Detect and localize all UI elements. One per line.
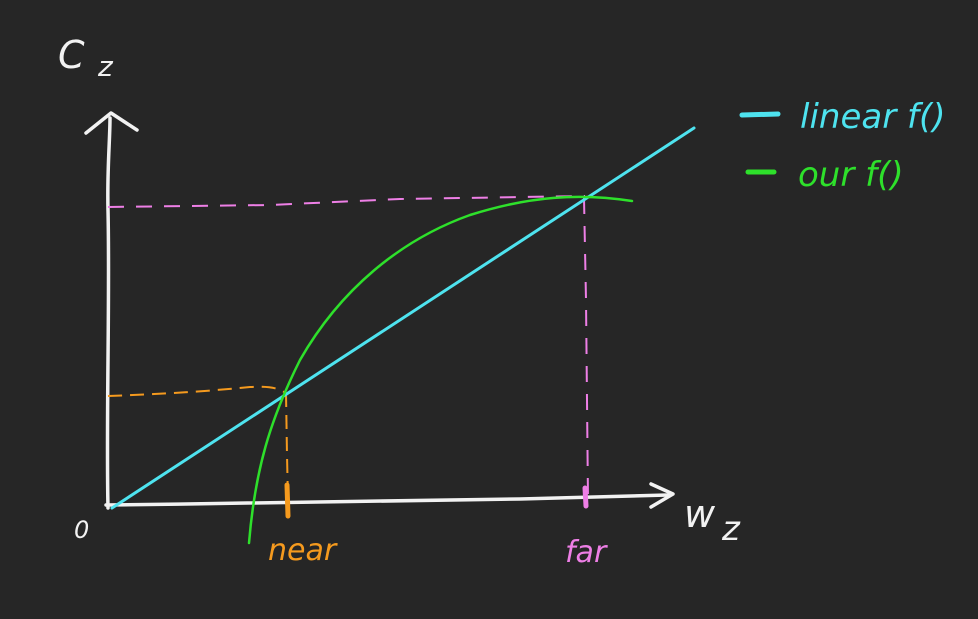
far-tick <box>582 485 589 509</box>
linear-function-line <box>110 126 696 510</box>
x-axis-subscript: z <box>721 509 741 549</box>
y-axis-label: C <box>58 33 85 77</box>
near-label: near <box>268 533 338 568</box>
legend-linear-swatch <box>739 111 781 118</box>
far-label: far <box>565 535 608 570</box>
near-tick <box>284 482 291 519</box>
x-axis-arrowhead <box>649 482 675 509</box>
legend-linear-label: linear f() <box>800 97 945 137</box>
far-horizontal-dashed-line <box>107 195 586 208</box>
near-horizontal-dashed-line <box>107 385 285 397</box>
y-axis-arrowhead <box>84 111 139 135</box>
far-vertical-dashed-line <box>583 197 589 501</box>
y-axis-subscript: z <box>97 50 114 83</box>
legend-ours-label: our f() <box>798 155 904 195</box>
origin-label: 0 <box>74 516 89 544</box>
x-axis <box>104 493 670 507</box>
our-function-curve <box>247 195 634 545</box>
y-axis <box>105 116 112 510</box>
x-axis-label: w <box>684 492 716 536</box>
